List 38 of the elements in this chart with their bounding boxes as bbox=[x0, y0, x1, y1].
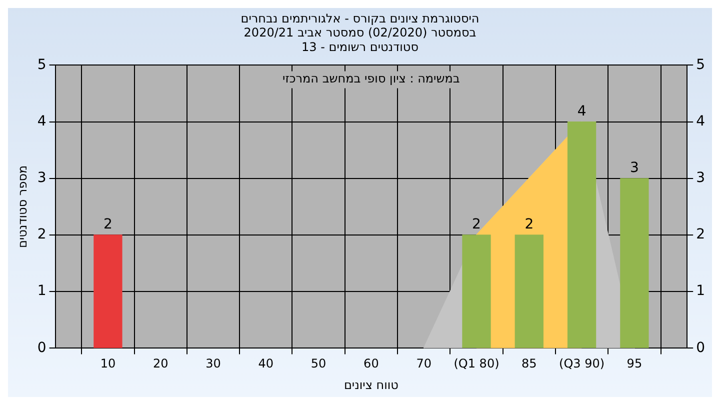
bar bbox=[567, 121, 596, 348]
x-tick-label: (Q1 80) bbox=[454, 356, 500, 371]
y2-tick-label: 1 bbox=[696, 283, 706, 300]
y-tick-label: 2 bbox=[37, 226, 46, 243]
data-label: 4 bbox=[577, 103, 586, 120]
y-axis-title: מספר סטודנטים bbox=[15, 165, 30, 248]
x-tick-label: 70 bbox=[416, 356, 432, 371]
data-label: 2 bbox=[472, 216, 481, 233]
bar bbox=[620, 178, 649, 348]
data-label: 2 bbox=[524, 216, 534, 233]
data-label: 3 bbox=[630, 160, 639, 176]
x-tick-label: 30 bbox=[206, 356, 221, 371]
data-label: 2 bbox=[103, 216, 112, 233]
bar bbox=[514, 234, 544, 348]
y2-tick-label: 2 bbox=[696, 226, 706, 243]
chart-title: היסטוגרמת ציונים בקורס - אלגוריתמים נבחרים בסמסטר (02/2020) סמסטר אביב 2020/21 bbox=[240, 11, 480, 40]
y2-tick-label: 4 bbox=[696, 113, 706, 130]
x-tick-label: 60 bbox=[364, 356, 379, 371]
y2-tick-label: 3 bbox=[696, 170, 706, 186]
x-tick-label: 40 bbox=[258, 356, 274, 371]
y-tick-label: 3 bbox=[37, 170, 46, 186]
y2-tick-label: 0 bbox=[696, 340, 706, 356]
x-tick-label: (Q3 90) bbox=[559, 356, 605, 371]
x-tick-label: 50 bbox=[310, 356, 326, 371]
bar bbox=[94, 234, 122, 348]
y-tick-label: 4 bbox=[37, 113, 46, 130]
x-axis-title: טווח ציונים bbox=[344, 378, 399, 392]
y-tick-label: 0 bbox=[37, 340, 46, 356]
x-tick-label: 20 bbox=[152, 356, 168, 371]
x-tick-label: 85 bbox=[522, 356, 537, 371]
y2-tick-label: 5 bbox=[696, 56, 706, 73]
x-tick-label: 10 bbox=[100, 356, 116, 371]
x-tick-label: 95 bbox=[626, 356, 642, 371]
y-tick-label: 5 bbox=[37, 56, 46, 73]
y-tick-label: 1 bbox=[37, 283, 46, 300]
chart-subtitle: סטודנטים רשומים - 13 bbox=[301, 40, 419, 54]
annotation: במשימה : ציון סופי במחשב המרכזי bbox=[282, 71, 460, 86]
bar bbox=[462, 234, 491, 348]
